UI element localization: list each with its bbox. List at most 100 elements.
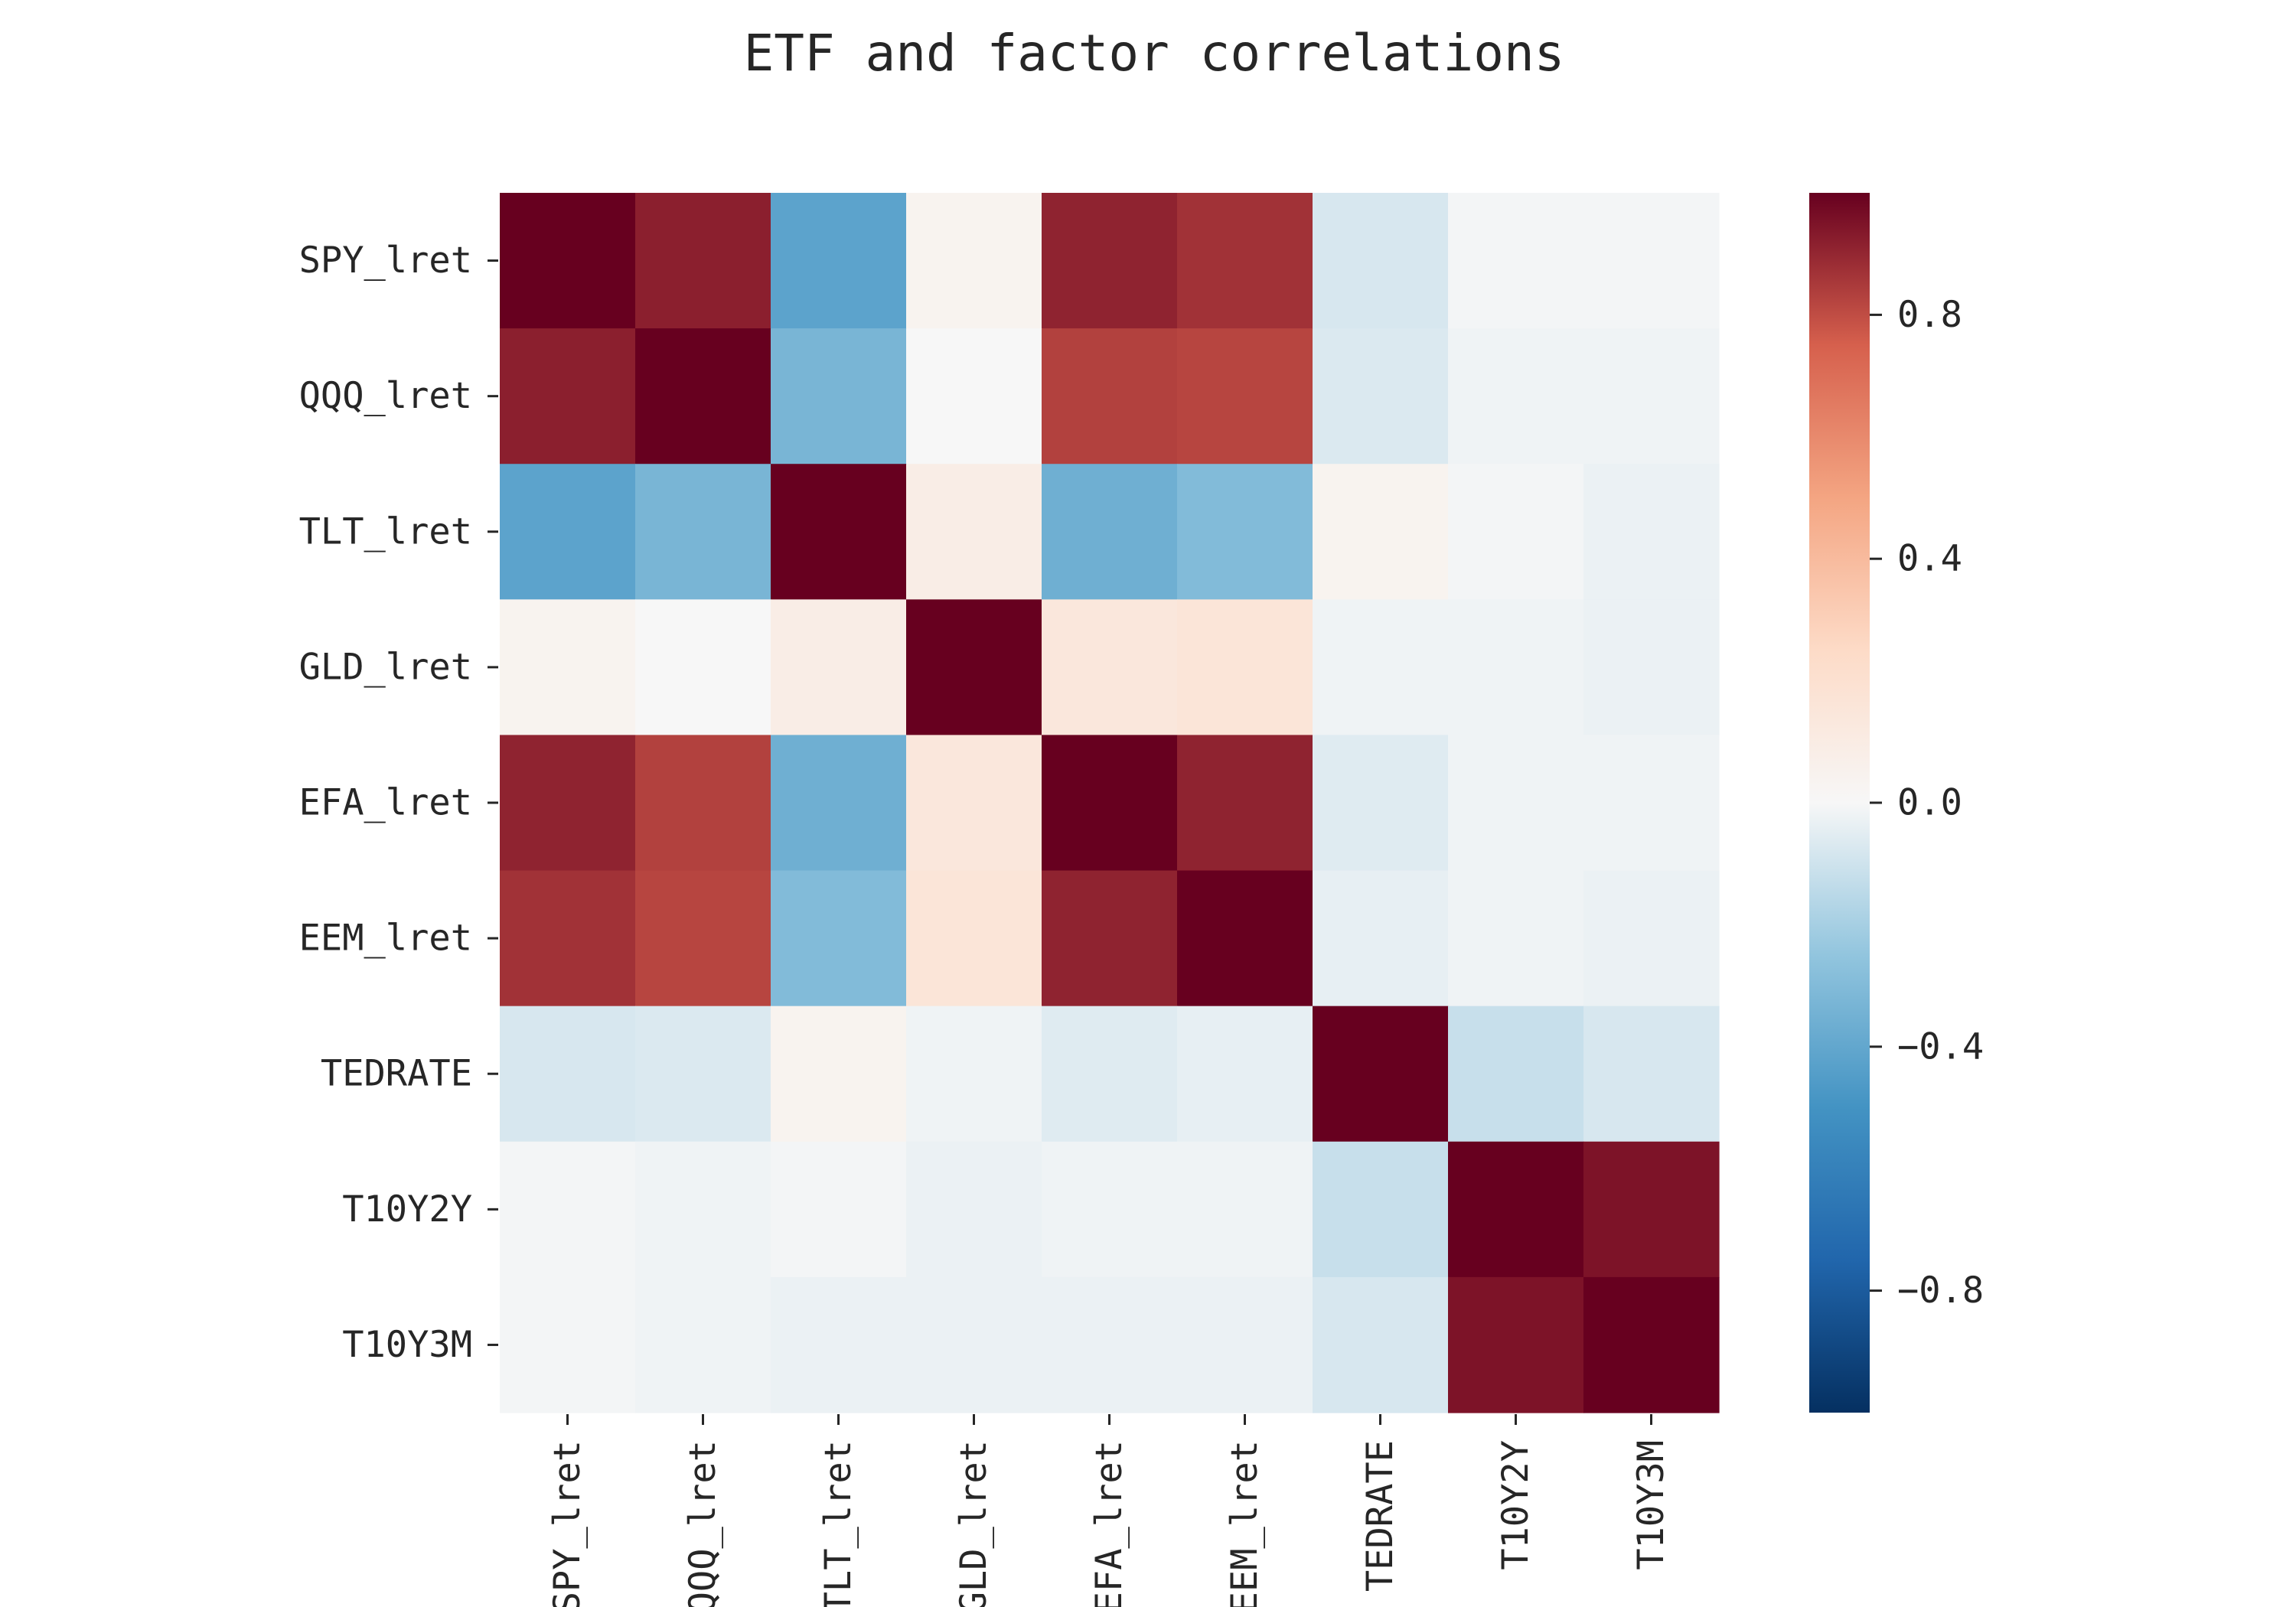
heatmap-cell bbox=[1583, 599, 1720, 736]
heatmap-cell bbox=[1583, 464, 1720, 600]
heatmap-cell bbox=[635, 735, 771, 872]
heatmap-cell bbox=[906, 599, 1042, 736]
heatmap-cell bbox=[1313, 1141, 1449, 1278]
y-axis-ticks: SPY_lret QQQ_lret TLT_lret GLD_lret EFA_lret… bbox=[299, 240, 498, 1366]
heatmap-cell bbox=[1448, 1276, 1584, 1413]
heatmap-cell bbox=[906, 193, 1042, 329]
colorbar-tick-label: −0.4 bbox=[1897, 1025, 1984, 1068]
heatmap-cell bbox=[771, 870, 907, 1007]
heatmap-cell bbox=[635, 1276, 771, 1413]
heatmap-cell bbox=[500, 599, 636, 736]
heatmap-cell bbox=[1042, 599, 1178, 736]
heatmap-cell bbox=[1042, 735, 1178, 872]
colorbar-tick-label: −0.8 bbox=[1897, 1270, 1984, 1312]
heatmap-cell bbox=[500, 464, 636, 600]
colorbar-tick-label: 0.0 bbox=[1897, 782, 1962, 824]
heatmap-cell bbox=[771, 328, 907, 464]
heatmap-cell bbox=[1042, 328, 1178, 464]
x-tick-label: TLT_lret bbox=[817, 1440, 859, 1607]
heatmap-cell bbox=[1448, 1141, 1584, 1278]
heatmap-cell bbox=[500, 328, 636, 464]
heatmap-cell bbox=[1177, 1276, 1313, 1413]
heatmap-cell bbox=[1313, 870, 1449, 1007]
heatmap-cell bbox=[635, 328, 771, 464]
heatmap-cell bbox=[500, 735, 636, 872]
heatmap-cell bbox=[1448, 464, 1584, 600]
x-tick-label: EEM_lret bbox=[1224, 1440, 1266, 1607]
heatmap-cell bbox=[1177, 735, 1313, 872]
x-tick-label: TEDRATE bbox=[1359, 1440, 1401, 1592]
x-tick-label: EFA_lret bbox=[1088, 1440, 1130, 1607]
heatmap-cell bbox=[635, 1141, 771, 1278]
heatmap-cell bbox=[771, 1141, 907, 1278]
heatmap-cell bbox=[1583, 328, 1720, 464]
heatmap-cell bbox=[906, 1141, 1042, 1278]
heatmap-cell bbox=[1313, 193, 1449, 329]
heatmap-cell bbox=[906, 870, 1042, 1007]
heatmap-cell bbox=[1448, 735, 1584, 872]
heatmap-cell bbox=[635, 193, 771, 329]
heatmap-cell bbox=[1177, 599, 1313, 736]
heatmap-cell bbox=[1042, 1276, 1178, 1413]
heatmap-cell bbox=[1448, 870, 1584, 1007]
heatmap-cell bbox=[771, 599, 907, 736]
heatmap-cell bbox=[635, 599, 771, 736]
y-tick-label: TLT_lret bbox=[299, 510, 472, 553]
heatmap-cell bbox=[500, 1141, 636, 1278]
y-tick-label: EEM_lret bbox=[299, 918, 472, 960]
x-tick-label: T10Y2Y bbox=[1495, 1440, 1537, 1570]
heatmap-cell bbox=[1583, 735, 1720, 872]
y-tick-label: GLD_lret bbox=[299, 646, 472, 688]
heatmap-cell bbox=[1177, 464, 1313, 600]
heatmap-cell bbox=[1177, 1141, 1313, 1278]
heatmap-cell bbox=[1448, 599, 1584, 736]
heatmap-cell bbox=[906, 328, 1042, 464]
heatmap-cell bbox=[1448, 328, 1584, 464]
x-tick-label: T10Y3M bbox=[1630, 1440, 1672, 1570]
colorbar-tick-label: 0.8 bbox=[1897, 294, 1962, 336]
y-tick-label: QQQ_lret bbox=[299, 375, 472, 417]
heatmap-cell bbox=[1583, 1276, 1720, 1413]
x-tick-label: SPY_lret bbox=[546, 1440, 589, 1607]
heatmap-cell bbox=[906, 735, 1042, 872]
y-tick-label: TEDRATE bbox=[321, 1053, 472, 1095]
heatmap-cells bbox=[500, 193, 1720, 1413]
heatmap-cell bbox=[500, 1276, 636, 1413]
heatmap-cell bbox=[500, 193, 636, 329]
heatmap-cell bbox=[1313, 1276, 1449, 1413]
heatmap-cell bbox=[635, 1006, 771, 1143]
heatmap-cell bbox=[1042, 1006, 1178, 1143]
heatmap-cell bbox=[1313, 464, 1449, 600]
heatmap-cell bbox=[1583, 193, 1720, 329]
heatmap-cell bbox=[1583, 1141, 1720, 1278]
heatmap-cell bbox=[500, 1006, 636, 1143]
heatmap-cell bbox=[906, 464, 1042, 600]
heatmap-cell bbox=[1042, 464, 1178, 600]
heatmap-cell bbox=[635, 464, 771, 600]
x-tick-label: QQQ_lret bbox=[682, 1440, 724, 1607]
heatmap-cell bbox=[500, 870, 636, 1007]
heatmap-cell bbox=[1042, 1141, 1178, 1278]
heatmap-cell bbox=[1448, 1006, 1584, 1143]
heatmap-cell bbox=[1313, 328, 1449, 464]
colorbar-tick-label: 0.4 bbox=[1897, 538, 1962, 580]
heatmap-cell bbox=[1313, 1006, 1449, 1143]
colorbar bbox=[1809, 193, 1870, 1413]
y-tick-label: SPY_lret bbox=[299, 240, 472, 282]
heatmap-cell bbox=[1177, 193, 1313, 329]
heatmap-cell bbox=[1177, 328, 1313, 464]
heatmap-cell bbox=[771, 193, 907, 329]
heatmap-cell bbox=[1448, 193, 1584, 329]
heatmap-cell bbox=[1177, 1006, 1313, 1143]
y-tick-label: T10Y3M bbox=[342, 1324, 472, 1366]
heatmap-cell bbox=[1583, 1006, 1720, 1143]
heatmap-cell bbox=[1313, 599, 1449, 736]
heatmap-cell bbox=[1177, 870, 1313, 1007]
heatmap-cell bbox=[771, 1276, 907, 1413]
heatmap-cell bbox=[1042, 870, 1178, 1007]
x-tick-label: GLD_lret bbox=[953, 1440, 995, 1607]
colorbar-ticks: 0.8 0.4 0.0 −0.4 −0.8 bbox=[1870, 294, 1984, 1312]
y-tick-label: EFA_lret bbox=[299, 782, 472, 824]
chart-title: ETF and factor correlations bbox=[744, 24, 1565, 83]
